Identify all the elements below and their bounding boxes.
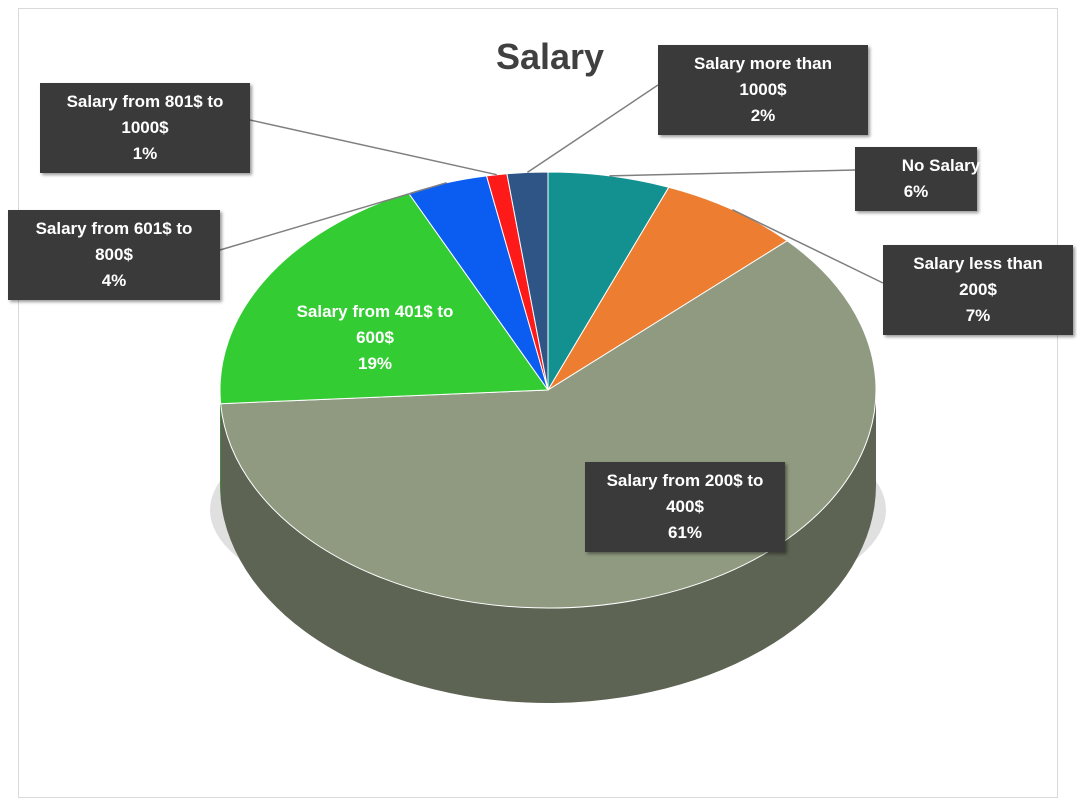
value-label: 1% bbox=[46, 141, 244, 167]
data-label: Salary less than 200$7% bbox=[883, 245, 1073, 335]
category-label: Salary from 601$ to 800$ bbox=[34, 216, 194, 268]
category-label: Salary from 401$ to 600$ bbox=[295, 299, 455, 351]
leader-line bbox=[250, 120, 497, 175]
data-label: Salary from 801$ to 1000$1% bbox=[40, 83, 250, 173]
data-label: Salary more than 1000$2% bbox=[658, 45, 868, 135]
category-label: Salary from 801$ to 1000$ bbox=[65, 89, 225, 141]
category-label: Salary less than 200$ bbox=[898, 251, 1058, 303]
value-label: 6% bbox=[861, 179, 971, 205]
data-label: Salary from 401$ to 600$19% bbox=[275, 293, 475, 383]
data-label: Salary from 200$ to 400$61% bbox=[585, 462, 785, 552]
value-label: 4% bbox=[14, 268, 214, 294]
category-label: Salary more than 1000$ bbox=[683, 51, 843, 103]
value-label: 2% bbox=[664, 103, 862, 129]
leader-line bbox=[609, 170, 855, 176]
value-label: 61% bbox=[591, 520, 779, 546]
leader-line bbox=[527, 85, 658, 172]
value-label: 19% bbox=[281, 351, 469, 377]
chart-title: Salary bbox=[0, 36, 1077, 78]
data-label: Salary from 601$ to 800$4% bbox=[8, 210, 220, 300]
value-label: 7% bbox=[889, 303, 1067, 329]
category-label: No Salary bbox=[861, 153, 1021, 179]
chart: Salary No Salary6% Salary less than 200$7… bbox=[0, 0, 1077, 806]
category-label: Salary from 200$ to 400$ bbox=[605, 468, 765, 520]
